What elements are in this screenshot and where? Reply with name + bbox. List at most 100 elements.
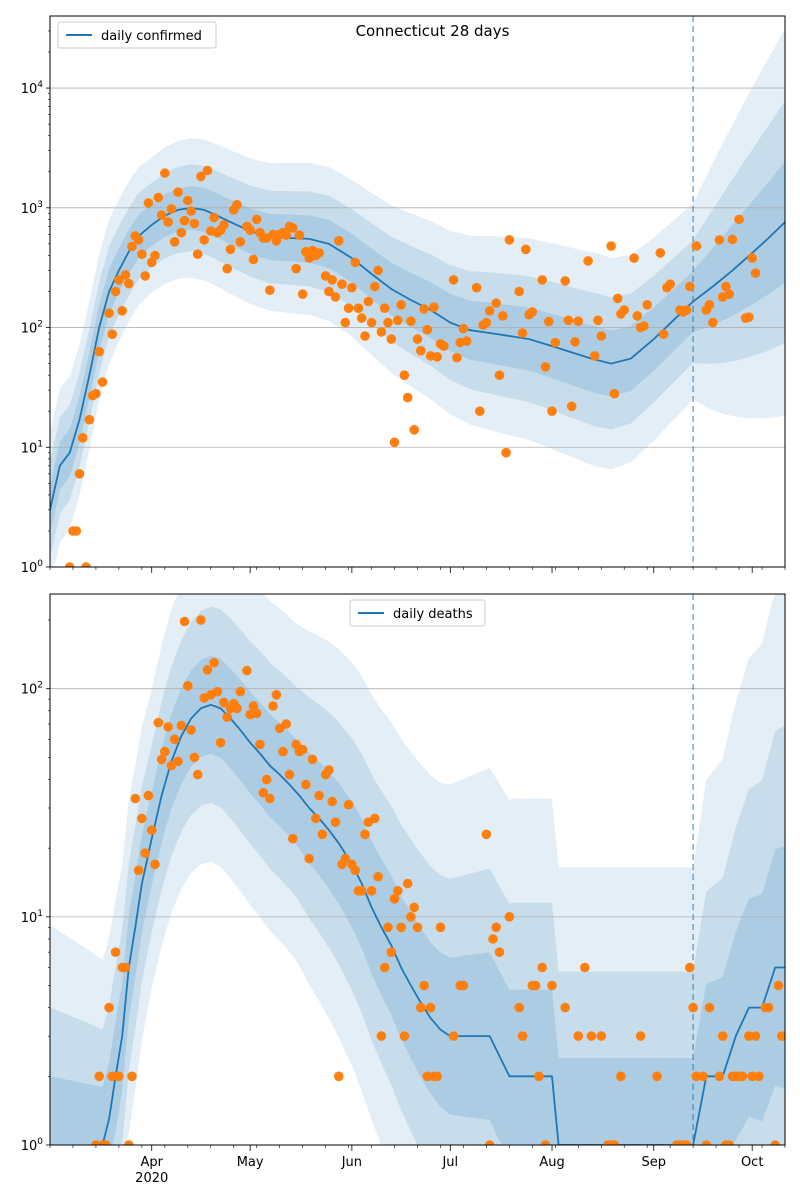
observed-point: [698, 1071, 708, 1082]
observed-point: [314, 248, 324, 258]
observed-point: [717, 1031, 728, 1041]
observed-point: [580, 962, 590, 973]
observed-point: [629, 253, 639, 263]
observed-point: [186, 206, 196, 216]
observed-point: [632, 311, 643, 321]
observed-point: [120, 270, 131, 280]
confidence-bands: [50, 594, 785, 1145]
observed-point: [183, 195, 193, 206]
observed-point: [278, 746, 288, 757]
observed-point: [773, 980, 784, 991]
observed-point: [153, 717, 164, 728]
observed-point: [268, 701, 278, 711]
observed-point: [688, 1002, 698, 1013]
observed-point: [383, 922, 393, 933]
observed-point: [376, 327, 387, 337]
observed-point: [612, 293, 623, 304]
median-series-line: [50, 206, 785, 511]
observed-point: [393, 886, 403, 896]
x-tick-label: Aug: [539, 1155, 564, 1170]
grid-lines: [50, 688, 785, 918]
observed-point: [196, 615, 206, 625]
observed-point: [373, 265, 383, 276]
observed-point: [498, 311, 508, 321]
observed-point: [750, 268, 761, 278]
observed-point: [402, 878, 413, 889]
observed-point: [294, 230, 305, 240]
observed-point: [425, 1002, 436, 1013]
observed-point: [399, 1031, 410, 1041]
observed-point: [248, 254, 259, 265]
observed-point: [714, 235, 725, 245]
observed-point: [386, 334, 397, 344]
observed-point: [724, 289, 734, 300]
observed-point: [137, 813, 147, 824]
observed-point: [770, 1140, 780, 1145]
observed-point: [258, 787, 269, 798]
observed-point: [737, 1071, 748, 1082]
observed-point: [432, 352, 443, 362]
observed-point: [517, 1031, 528, 1041]
observed-point: [681, 1140, 692, 1145]
observed-point: [376, 1031, 387, 1041]
observed-point: [609, 1140, 620, 1145]
observed-point: [356, 886, 367, 896]
observed-point: [537, 275, 547, 285]
observed-point: [488, 934, 498, 944]
observed-point: [593, 315, 603, 326]
observed-point: [724, 1140, 734, 1145]
observed-point: [127, 241, 137, 252]
observed-point: [94, 1071, 104, 1082]
observed-point: [744, 312, 754, 323]
observed-point: [186, 725, 196, 735]
observed-point: [297, 744, 308, 755]
x-axis-ticks: [49, 567, 786, 573]
observed-point: [301, 779, 311, 790]
observed-point: [514, 286, 524, 297]
observed-point: [137, 249, 147, 259]
legend-box: [57, 21, 217, 49]
observed-point: [383, 317, 393, 328]
observed-point: [435, 922, 446, 933]
observed-point: [566, 401, 577, 412]
observed-point: [104, 1002, 114, 1013]
observed-point: [324, 765, 334, 775]
y-tick-base: 10: [21, 911, 38, 926]
observed-point: [370, 281, 380, 292]
observed-point: [64, 562, 75, 567]
observed-point: [222, 263, 232, 274]
y-tick-exponent: 2: [37, 320, 43, 330]
observed-point: [97, 377, 108, 387]
y-tick-base: 10: [21, 561, 38, 576]
observed-point: [196, 171, 206, 182]
observed-point: [704, 300, 715, 310]
observed-point: [734, 214, 744, 225]
observed-point: [199, 235, 209, 245]
observed-point: [169, 237, 180, 247]
y-tick-label: 100: [21, 559, 44, 576]
observed-point: [386, 947, 397, 957]
observed-point: [439, 341, 449, 351]
observed-point: [448, 1031, 459, 1041]
observed-point: [114, 1071, 124, 1082]
observed-point: [685, 962, 695, 973]
y-tick-label: 100: [21, 1137, 44, 1154]
observed-point: [110, 947, 121, 957]
observed-point: [399, 370, 410, 381]
observed-point: [685, 281, 695, 292]
observed-point: [547, 406, 557, 417]
median-line: [50, 206, 785, 511]
y-tick-label: 103: [21, 200, 43, 217]
observed-point: [127, 1071, 137, 1082]
observed-point: [494, 370, 505, 381]
observed-point: [317, 829, 328, 840]
x-tick-label: Oct: [741, 1155, 763, 1170]
observed-point: [501, 447, 511, 458]
observed-point: [91, 388, 101, 399]
observed-point: [379, 303, 390, 314]
y-tick-base: 10: [21, 1139, 38, 1154]
observed-point: [107, 1071, 118, 1082]
observed-point: [212, 686, 223, 697]
observed-point: [491, 922, 502, 933]
